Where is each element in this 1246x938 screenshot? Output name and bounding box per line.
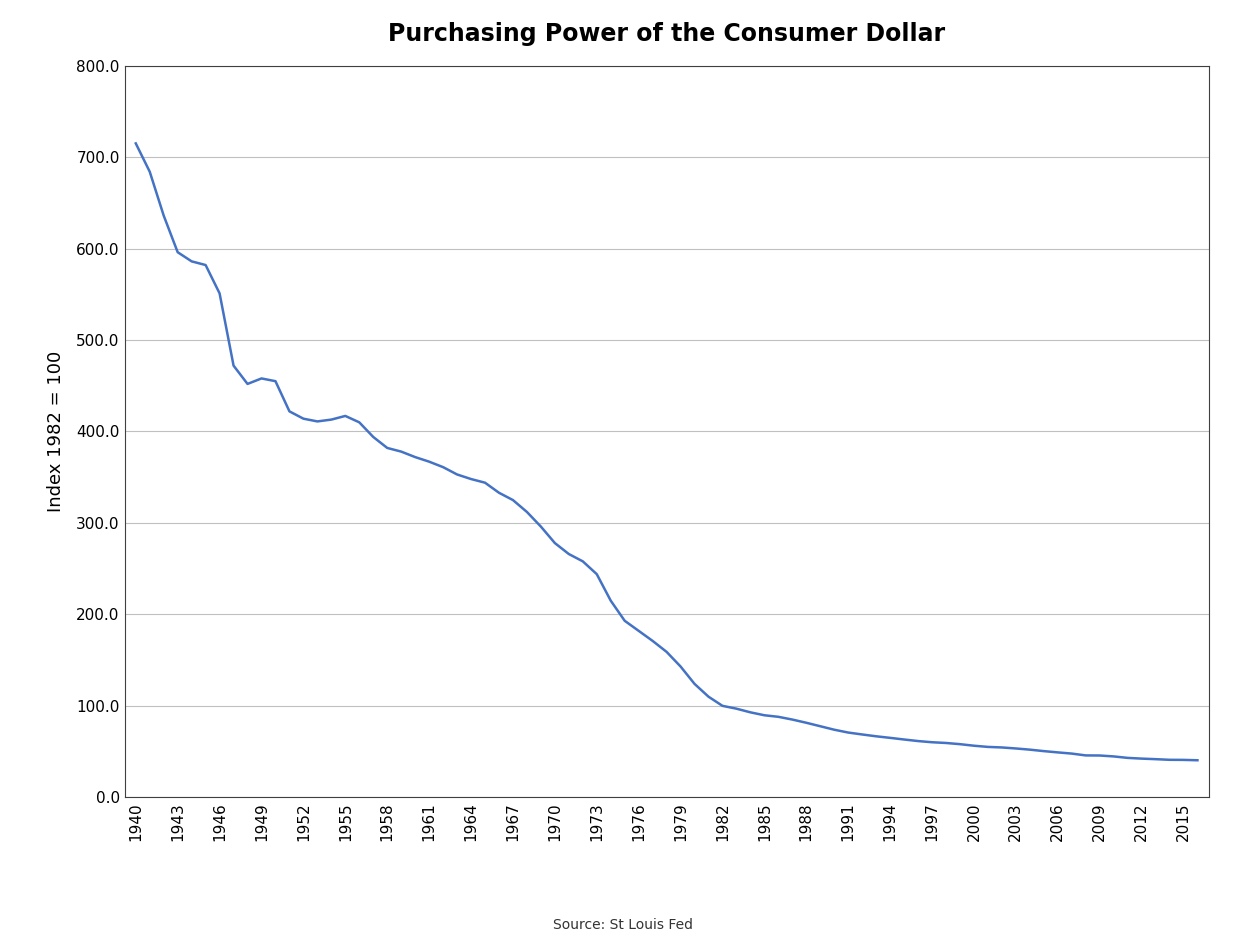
Title: Purchasing Power of the Consumer Dollar: Purchasing Power of the Consumer Dollar: [388, 22, 946, 46]
Y-axis label: Index 1982 = 100: Index 1982 = 100: [47, 351, 65, 512]
Text: Source: St Louis Fed: Source: St Louis Fed: [553, 917, 693, 931]
